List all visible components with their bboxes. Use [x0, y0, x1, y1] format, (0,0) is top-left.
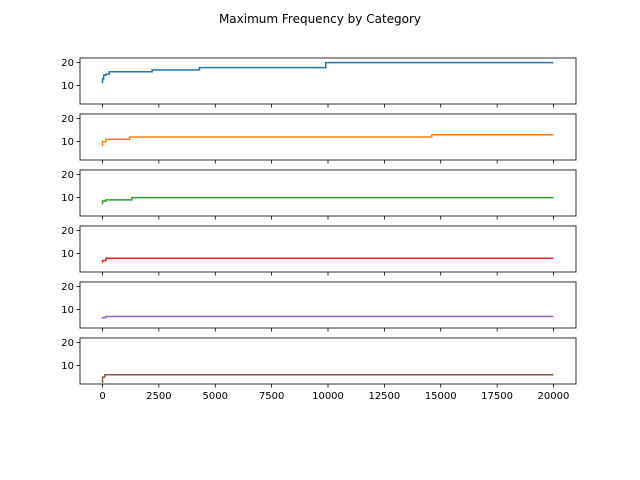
- series-line-1: [101, 61, 554, 84]
- y-tick-label-2-10: 10: [61, 137, 74, 148]
- y-tick-label-6-10: 10: [61, 361, 74, 372]
- x-tick-label-2500: 2500: [146, 391, 171, 402]
- x-tick-label-5000: 5000: [203, 391, 228, 402]
- series-line-4: [101, 257, 554, 263]
- series-line-2: [101, 133, 554, 147]
- x-tick-label-0: 0: [99, 391, 105, 402]
- subplot-frame-6: [79, 337, 577, 385]
- y-tick-label-1-20: 20: [61, 58, 74, 69]
- subplot-6: 10 20 0 2500 5000 7500 10000 12500 15000 17500 200…: [61, 337, 577, 402]
- subplot-frame-1: [79, 57, 577, 105]
- y-tick-label-4-10: 10: [61, 249, 74, 260]
- y-tick-label-6-20: 20: [61, 338, 74, 349]
- y-tick-label-4-20: 20: [61, 226, 74, 237]
- y-tick-label-3-10: 10: [61, 193, 74, 204]
- x-tick-label-10000: 10000: [312, 391, 344, 402]
- series-line-3: [101, 196, 554, 205]
- x-tick-label-15000: 15000: [425, 391, 457, 402]
- x-tick-label-17500: 17500: [481, 391, 513, 402]
- subplot-frame-3: [79, 169, 577, 217]
- subplot-frame-5: [79, 281, 577, 329]
- chart-title: Maximum Frequency by Category: [219, 12, 421, 26]
- series-line-5: [101, 315, 554, 319]
- x-tick-label-7500: 7500: [259, 391, 284, 402]
- subplot-2: 10 20: [61, 113, 577, 164]
- x-tick-label-12500: 12500: [368, 391, 400, 402]
- subplot-grid: 10 20 10 20 10 20 10 20 10 20 10 20 0 2500 5000 7500 100…: [61, 57, 577, 402]
- subplot-5: 10 20: [61, 281, 577, 332]
- y-tick-label-2-20: 20: [61, 114, 74, 125]
- subplot-3: 10 20: [61, 169, 577, 220]
- y-tick-label-1-10: 10: [61, 81, 74, 92]
- series-line-6: [101, 374, 554, 383]
- y-tick-label-5-10: 10: [61, 305, 74, 316]
- subplot-frame-4: [79, 225, 577, 273]
- y-tick-label-5-20: 20: [61, 282, 74, 293]
- subplot-1: 10 20: [61, 57, 577, 108]
- subplot-4: 10 20: [61, 225, 577, 276]
- x-tick-label-20000: 20000: [538, 391, 570, 402]
- y-tick-label-3-20: 20: [61, 170, 74, 181]
